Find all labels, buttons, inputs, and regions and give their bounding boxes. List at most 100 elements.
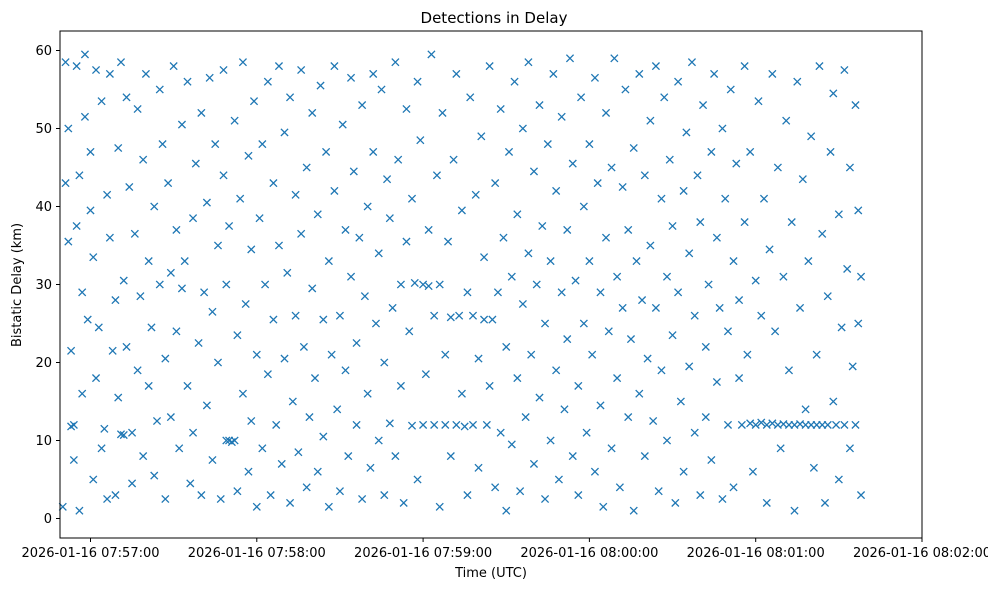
detection-point	[427, 50, 436, 59]
x-tick-label: 2026-01-16 08:01:00	[687, 546, 825, 561]
detection-point	[646, 241, 655, 250]
detection-point	[341, 366, 350, 375]
y-tick-label: 50	[35, 122, 52, 137]
detection-point	[643, 354, 652, 363]
detection-point	[776, 444, 785, 453]
detection-point	[241, 299, 250, 309]
detection-point	[236, 194, 245, 203]
detection-point	[712, 377, 721, 387]
detection-point	[701, 413, 710, 422]
detection-point	[128, 428, 137, 437]
detection-point	[180, 257, 189, 266]
detection-point	[574, 381, 583, 390]
detection-point	[211, 140, 220, 149]
detection-point	[288, 397, 297, 406]
detection-point	[502, 342, 511, 351]
detection-point	[369, 147, 378, 156]
detection-point	[510, 77, 519, 86]
detection-point	[297, 229, 306, 238]
detection-point	[335, 311, 345, 320]
detection-point	[707, 147, 716, 156]
detection-point	[150, 202, 159, 211]
detection-point	[496, 428, 505, 437]
detection-point	[718, 494, 727, 504]
detection-point	[466, 93, 475, 102]
y-tick-label: 40	[35, 200, 52, 215]
detection-point	[463, 491, 472, 500]
detection-point	[133, 104, 142, 114]
detection-point	[588, 350, 597, 359]
detection-point	[291, 190, 300, 199]
detection-point	[460, 422, 469, 431]
detection-point	[726, 85, 735, 94]
detection-point	[474, 354, 483, 363]
detection-point	[330, 186, 339, 195]
detection-point	[391, 452, 400, 461]
detection-point	[363, 389, 372, 398]
detection-point	[701, 342, 710, 351]
detection-point	[759, 194, 769, 203]
detection-point	[662, 272, 672, 281]
detection-point	[358, 101, 367, 110]
detection-point	[735, 296, 744, 305]
detection-point	[346, 272, 356, 281]
detection-point	[779, 272, 788, 281]
detection-point	[834, 210, 843, 219]
detection-point	[607, 444, 616, 453]
detection-point	[69, 420, 78, 429]
detection-point	[698, 101, 708, 110]
detection-point	[690, 311, 699, 320]
y-tick-label: 0	[44, 512, 52, 527]
detection-point	[754, 97, 763, 106]
detection-point	[563, 225, 572, 234]
detection-point	[152, 416, 162, 426]
detection-point	[538, 221, 547, 231]
detection-point	[122, 342, 131, 351]
detection-point	[263, 370, 272, 379]
detection-point	[845, 163, 854, 172]
detection-point	[222, 280, 231, 289]
detection-point	[613, 272, 622, 281]
detection-point	[854, 319, 863, 328]
detection-point	[443, 237, 453, 246]
detection-point	[748, 467, 757, 476]
detection-point	[751, 276, 760, 285]
detection-point	[565, 54, 575, 63]
detection-point	[322, 147, 331, 156]
y-tick-label: 10	[35, 434, 52, 449]
detection-point	[130, 229, 139, 238]
detection-point	[80, 112, 90, 121]
detection-point	[380, 491, 389, 500]
detection-point	[374, 436, 383, 445]
detection-point	[521, 413, 530, 422]
detection-point	[233, 487, 242, 496]
detection-point	[80, 50, 90, 59]
detection-point	[527, 350, 536, 359]
detection-point	[668, 331, 677, 340]
detection-point	[685, 362, 694, 371]
detection-point	[83, 315, 92, 324]
detection-point	[723, 420, 733, 429]
detection-point	[86, 147, 95, 156]
detection-point	[94, 323, 103, 332]
detection-point	[579, 202, 588, 211]
detection-point	[552, 366, 561, 375]
detection-point	[668, 221, 677, 231]
detection-point	[183, 77, 192, 86]
detection-point	[535, 101, 544, 110]
detection-point	[213, 241, 223, 250]
detection-point	[421, 370, 430, 379]
detection-point	[579, 319, 588, 328]
detection-point	[635, 69, 644, 78]
detection-point	[233, 331, 242, 340]
detection-point	[549, 69, 558, 78]
detection-point	[593, 179, 602, 188]
detection-point	[116, 430, 126, 439]
detection-point	[590, 73, 599, 82]
detection-point	[230, 436, 239, 445]
detection-point	[693, 171, 702, 180]
detection-point	[366, 463, 375, 472]
detection-point	[851, 420, 860, 429]
detection-point	[624, 413, 633, 422]
detection-point	[787, 218, 796, 227]
